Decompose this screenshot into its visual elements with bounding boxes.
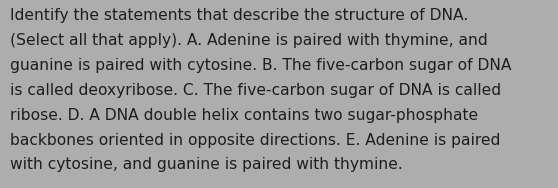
Text: (Select all that apply). A. Adenine is paired with thymine, and: (Select all that apply). A. Adenine is p… <box>10 33 488 48</box>
Text: ribose. D. A DNA double helix contains two sugar-phosphate: ribose. D. A DNA double helix contains t… <box>10 108 478 123</box>
Text: Identify the statements that describe the structure of DNA.: Identify the statements that describe th… <box>10 8 468 24</box>
Text: backbones oriented in opposite directions. E. Adenine is paired: backbones oriented in opposite direction… <box>10 133 501 148</box>
Text: is called deoxyribose. C. The five-carbon sugar of DNA is called: is called deoxyribose. C. The five-carbo… <box>10 83 501 98</box>
Text: with cytosine, and guanine is paired with thymine.: with cytosine, and guanine is paired wit… <box>10 157 403 172</box>
Text: guanine is paired with cytosine. B. The five-carbon sugar of DNA: guanine is paired with cytosine. B. The … <box>10 58 512 73</box>
